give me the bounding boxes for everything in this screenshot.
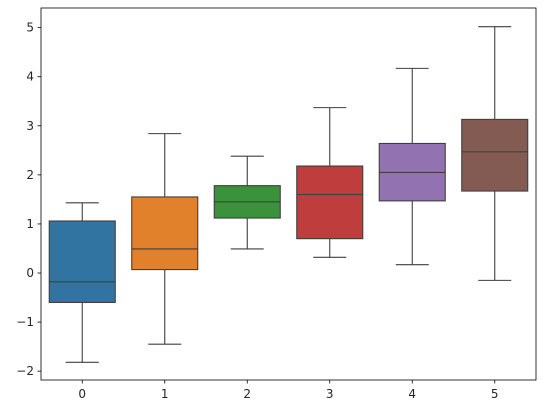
x-tick-label: 2 <box>243 387 251 401</box>
y-tick-label: −1 <box>16 315 34 329</box>
y-tick-label: −2 <box>16 364 34 378</box>
box-1-iqr-box <box>131 196 199 271</box>
x-tick-label: 5 <box>491 387 499 401</box>
y-tick-label: 2 <box>26 168 34 182</box>
y-tick-label: 0 <box>26 266 34 280</box>
plot-content <box>48 26 529 363</box>
box-3-iqr-box <box>296 165 364 240</box>
box-5-iqr-box <box>461 118 529 192</box>
plot-area-frame <box>40 7 537 381</box>
x-axis: 0 1 2 3 4 5 <box>78 380 499 401</box>
y-axis: −2 −1 0 1 2 3 4 5 <box>16 21 41 378</box>
x-tick-label: 0 <box>78 387 86 401</box>
y-tick-label: 4 <box>26 70 34 84</box>
y-tick-label: 3 <box>26 119 34 133</box>
y-tick-label: 1 <box>26 217 34 231</box>
box-0-iqr-box <box>48 220 116 304</box>
x-tick-label: 4 <box>408 387 416 401</box>
x-tick-label: 1 <box>161 387 169 401</box>
y-tick-label: 5 <box>26 21 34 35</box>
x-tick-label: 3 <box>326 387 334 401</box>
